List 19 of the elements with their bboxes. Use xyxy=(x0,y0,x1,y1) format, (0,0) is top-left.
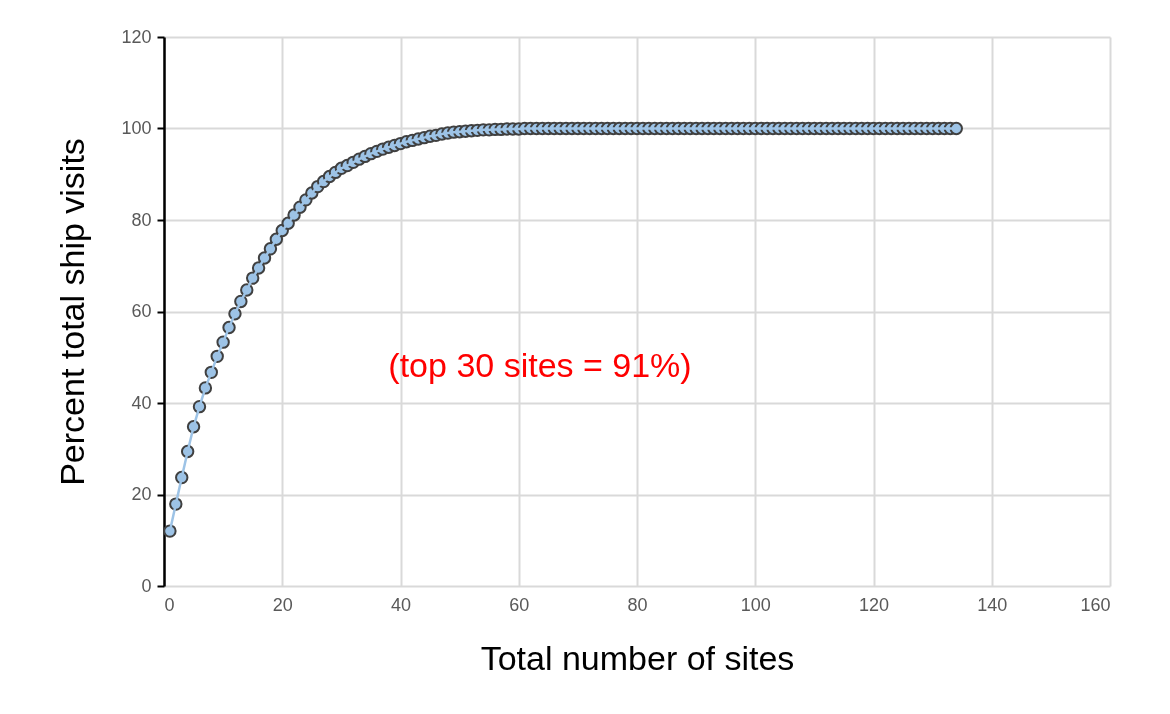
x-tick-label: 40 xyxy=(390,594,412,615)
x-tick-label: 80 xyxy=(627,594,648,615)
y-tick-label: 60 xyxy=(131,301,152,321)
x-tick-label: 20 xyxy=(272,594,293,615)
y-tick-label: 20 xyxy=(131,484,152,504)
annotation: (top 30 sites = 91%) xyxy=(388,346,692,384)
x-tick-label: 160 xyxy=(1080,594,1111,615)
y-tick-label: 80 xyxy=(131,209,152,230)
x-tick-label: 140 xyxy=(977,594,1008,615)
x-tick-label: 100 xyxy=(740,594,771,615)
x-tick-label: 120 xyxy=(858,594,890,615)
x-axis-title: Total number of sites xyxy=(480,638,795,677)
y-axis-title: Percent total ship visits xyxy=(53,138,92,486)
y-tick-label: 0 xyxy=(141,575,152,596)
x-tick-label: 60 xyxy=(509,594,530,615)
y-tick-label: 40 xyxy=(131,392,152,413)
y-tick-label: 120 xyxy=(121,26,152,47)
y-tick-label: 100 xyxy=(121,118,152,138)
x-tick-label: 0 xyxy=(164,594,175,615)
